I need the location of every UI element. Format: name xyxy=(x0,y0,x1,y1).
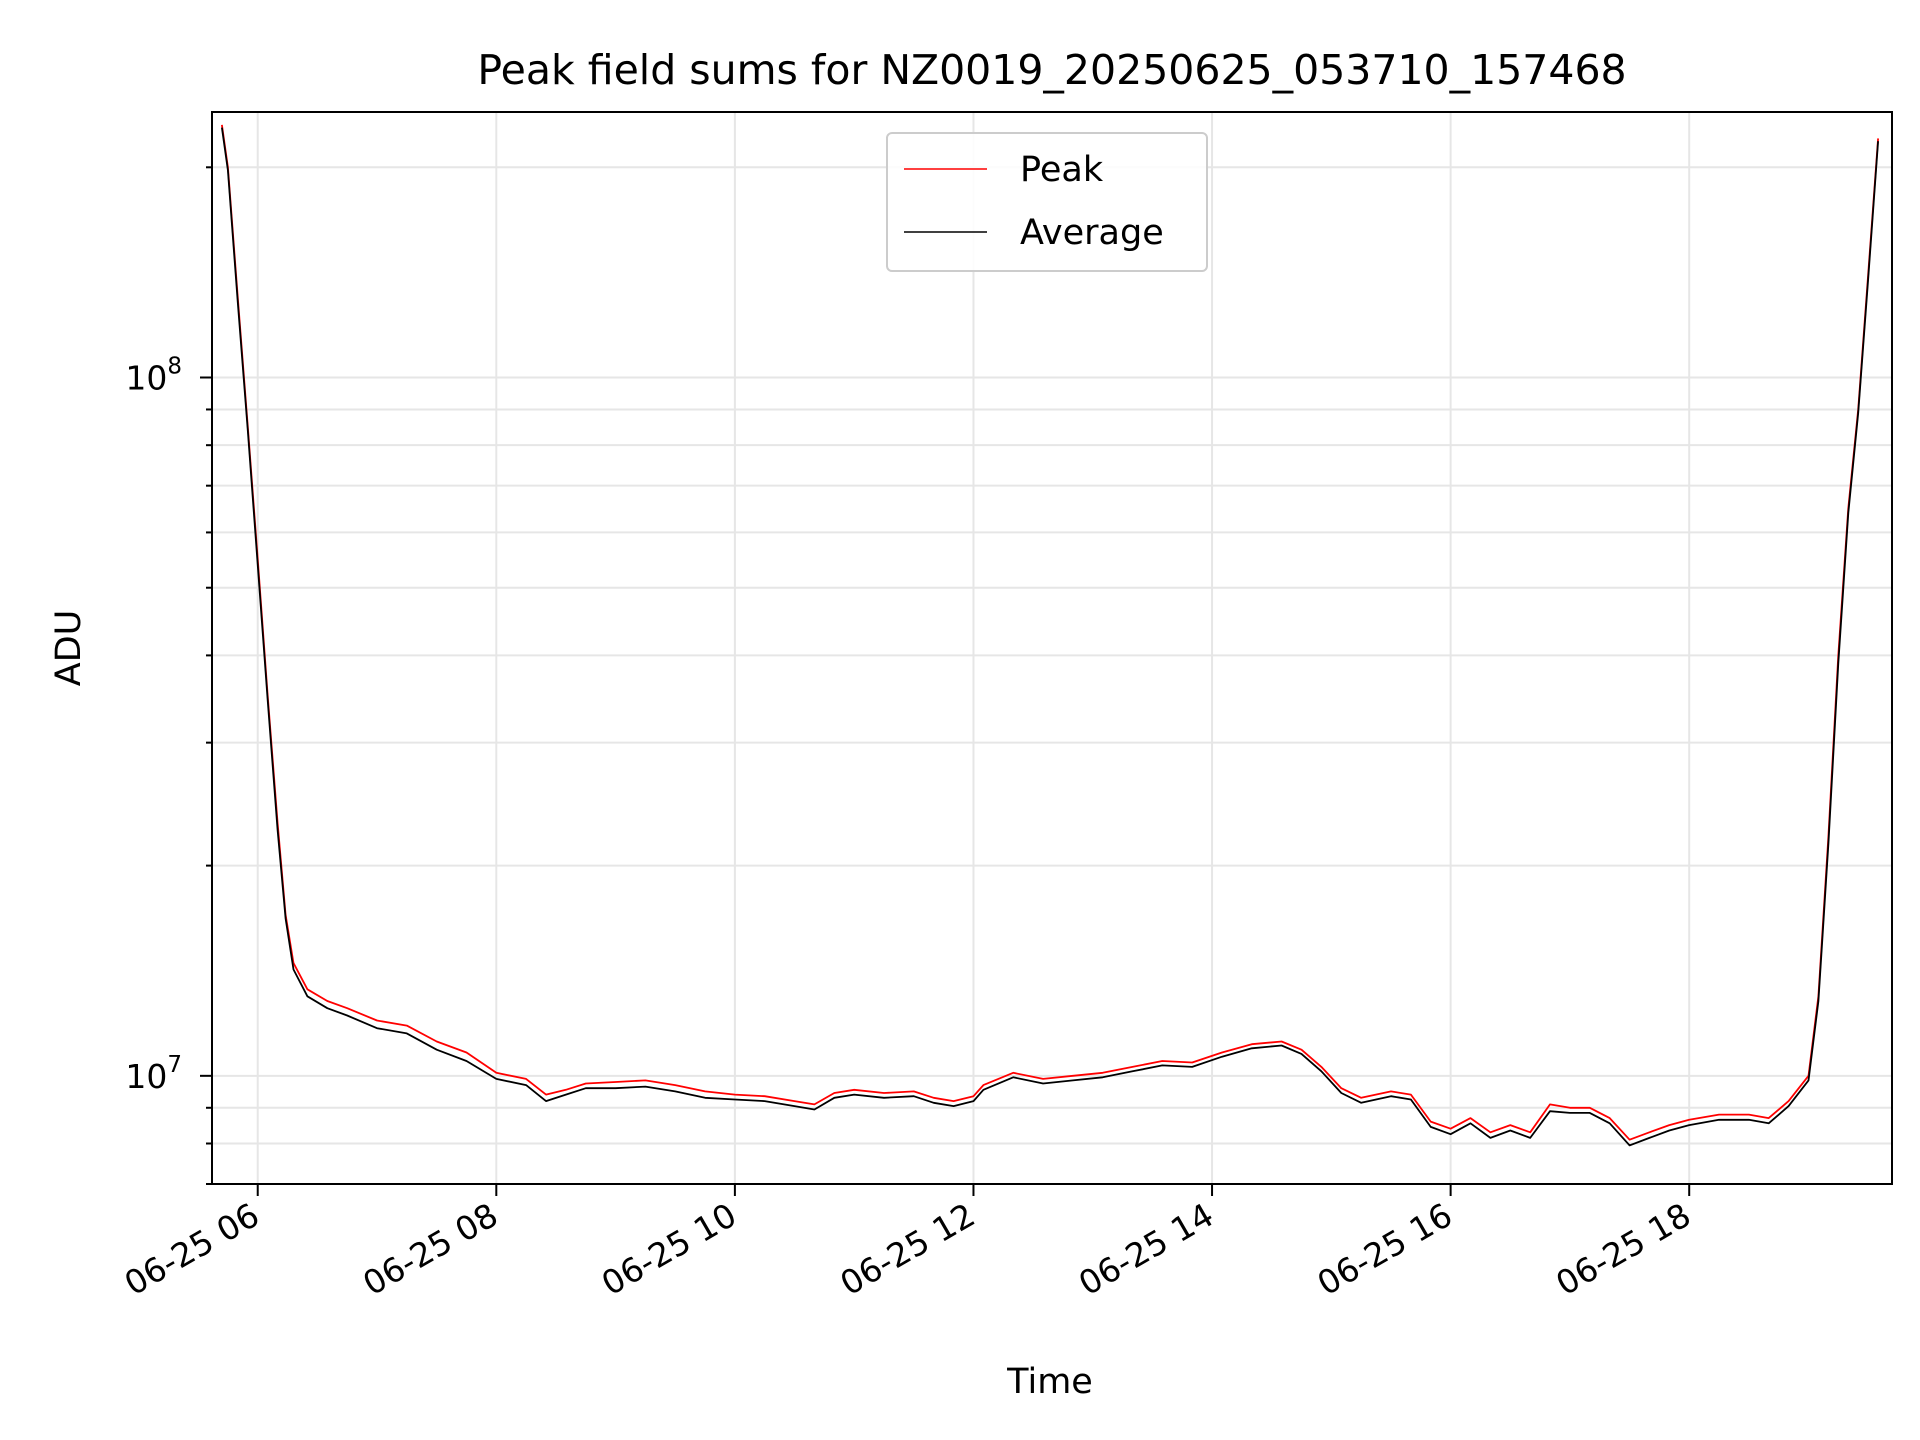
y-tick-label: 108 xyxy=(125,354,182,398)
y-tick-exponent: 8 xyxy=(167,354,182,380)
legend-label-peak: Peak xyxy=(1020,150,1104,190)
y-axis-label: ADU xyxy=(49,610,89,687)
legend-label-average: Average xyxy=(1020,213,1164,253)
legend: Peak Average xyxy=(886,132,1208,272)
y-tick-base: 10 xyxy=(125,359,167,398)
chart-title: Peak field sums for NZ0019_20250625_0537… xyxy=(477,46,1626,94)
series-layer xyxy=(221,124,1879,1147)
y-tick-base: 10 xyxy=(125,1057,167,1096)
y-tick-label: 107 xyxy=(125,1052,182,1096)
y-tick-exponent: 7 xyxy=(167,1052,182,1078)
legend-box xyxy=(886,132,1208,272)
x-axis-label: Time xyxy=(1006,1362,1093,1402)
plot-frame xyxy=(211,111,1893,1185)
